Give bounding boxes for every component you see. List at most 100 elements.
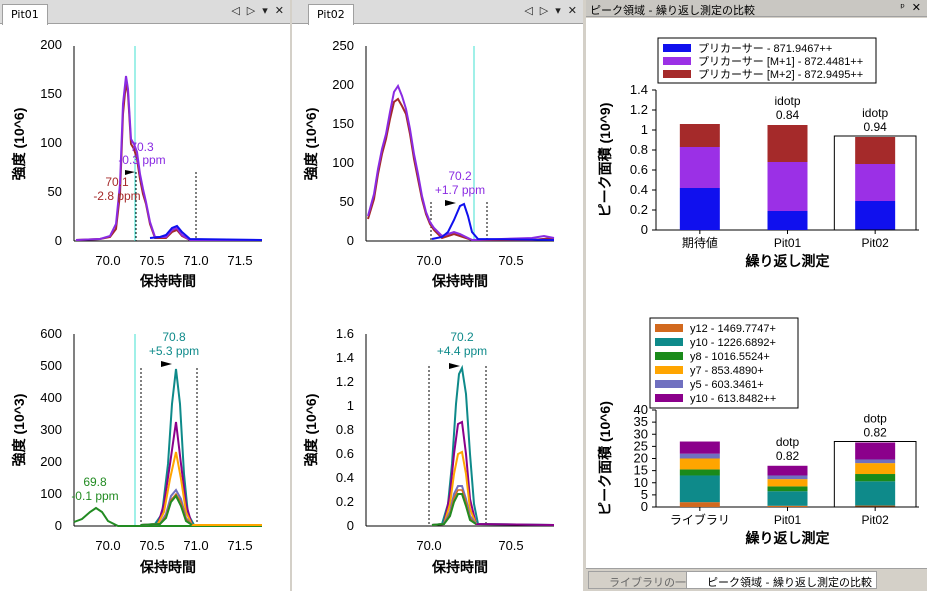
peak-annotation-ppm: +1.7 ppm	[435, 183, 485, 197]
ytick: 0.4	[336, 470, 354, 485]
legend-box	[649, 317, 799, 409]
x-tick-label: Pit02	[861, 236, 889, 250]
tab-pit02[interactable]: Pit02	[308, 4, 354, 25]
ytick: 1.6	[336, 326, 354, 341]
series-line	[140, 421, 262, 526]
x-axis-label: 保持時間	[431, 559, 488, 575]
prev-tab-icon[interactable]: ◁	[524, 4, 533, 17]
close-icon[interactable]: ✕	[567, 4, 577, 17]
peak-annotation-ppm: +5.3 ppm	[149, 344, 199, 358]
ytick: 150	[40, 86, 62, 101]
panel-title: ピーク領域 - 繰り返し測定の比較	[590, 4, 755, 17]
ytick: 0	[55, 233, 62, 248]
xtick: 70.5	[498, 538, 523, 553]
x-tick-label: Pit01	[774, 236, 802, 250]
series-line	[75, 75, 262, 241]
xtick: 70.5	[498, 253, 523, 268]
tab-pit01[interactable]: Pit01	[2, 4, 48, 25]
bar-annotation-label: dotp	[776, 435, 800, 449]
ytick: 50	[340, 194, 354, 209]
bar-segment	[679, 475, 720, 503]
peak-annotation-rt: 70.1	[105, 175, 129, 189]
legend-label: y10 - 1226.6892+	[690, 337, 776, 349]
bar-segment	[767, 211, 808, 230]
legend-swatch	[655, 338, 683, 346]
tab-library-match[interactable]: ライブラリの一致	[588, 571, 702, 589]
bar-segment	[767, 465, 808, 476]
xtick: 71.5	[227, 538, 252, 553]
xtick: 70.5	[139, 253, 164, 268]
series-line	[367, 83, 555, 242]
ytick: 50	[48, 184, 62, 199]
dropdown-icon[interactable]: ▾	[262, 4, 268, 17]
legend-label: プリカーサー [M+1] - 872.4481++	[698, 55, 863, 68]
next-tab-icon[interactable]: ▷	[539, 4, 549, 17]
bar-segment	[679, 502, 720, 507]
legend-swatch	[655, 380, 683, 388]
ytick: 0	[55, 518, 62, 533]
prev-tab-icon[interactable]: ◁	[231, 4, 240, 17]
pit02-top-plot: 0 50 100 150 200 250 70.0 70.5 保持時間 強度 (…	[303, 38, 555, 289]
ytick: 250	[332, 38, 354, 53]
peak-annotation-rt: 70.3	[130, 140, 154, 154]
peak-annotation-ppm: +4.4 ppm	[437, 344, 487, 358]
y-tick-label: 10	[634, 475, 648, 490]
close-icon[interactable]: ✕	[911, 1, 921, 14]
bar-segment	[855, 137, 896, 164]
pit02-chromatograms: 0 50 100 150 200 250 70.0 70.5 保持時間 強度 (…	[303, 38, 555, 575]
series-line	[431, 493, 477, 526]
legend-box	[657, 37, 877, 84]
next-tab-icon[interactable]: ▷	[246, 4, 256, 17]
x-axis-label: 保持時間	[139, 559, 196, 575]
legend-label: プリカーサー [M+2] - 872.9495++	[698, 68, 863, 81]
series-line	[140, 368, 262, 526]
bar-annotation-label: idotp	[862, 106, 888, 120]
y-tick-label: 35	[634, 414, 648, 429]
ytick: 100	[40, 135, 62, 150]
ytick: 200	[40, 37, 62, 52]
pin-icon[interactable]: ᵖ	[900, 1, 905, 14]
precursor-peak-area-chart: 0 0.2 0.4 0.6 0.8 1 1.2 1.4 ピーク面積 (10^9) 繰り返し測定 期待…	[597, 37, 919, 269]
pit02-tab-controls: ◁ ▷ ▾ ✕	[524, 4, 577, 17]
bar-segment	[855, 459, 896, 464]
peak-apex-marker	[449, 363, 460, 369]
y-tick-label: 20	[634, 451, 648, 466]
y-tick-label: 0	[641, 222, 648, 237]
y-tick-label: 5	[641, 487, 648, 502]
bar-annotation-value: 0.94	[863, 120, 887, 134]
bar-segment	[679, 124, 720, 147]
ytick: 200	[332, 77, 354, 92]
pit02-bottom-plot: 0 0.2 0.4 0.6 0.8 1 1.2 1.4 1.6 70.0 70.…	[303, 326, 555, 575]
dropdown-icon[interactable]: ▾	[555, 4, 561, 17]
y-tick-label: 0	[641, 499, 648, 514]
x-axis-label: 保持時間	[139, 273, 196, 289]
right-panel-body: 0 0.2 0.4 0.6 0.8 1 1.2 1.4 ピーク面積 (10^9) 繰り返し測定 期待…	[586, 18, 927, 568]
legend-label: プリカーサー - 871.9467++	[698, 42, 832, 55]
legend-swatch	[655, 324, 683, 332]
y-tick-label: 1.4	[630, 82, 648, 97]
close-icon[interactable]: ✕	[274, 4, 284, 17]
tab-label: ライブラリの一致	[609, 576, 697, 589]
series-line	[431, 202, 555, 241]
series-line	[75, 81, 262, 241]
ytick: 200	[40, 454, 62, 469]
tab-peak-area-replicate[interactable]: ピーク領域 - 繰り返し測定の比較	[686, 571, 877, 589]
series-line	[431, 450, 477, 526]
pit01-tab-controls: ◁ ▷ ▾ ✕	[231, 4, 284, 17]
bar-segment	[855, 201, 896, 230]
x-tick-label: Pit01	[774, 513, 802, 527]
bar-segment	[767, 475, 808, 480]
legend-swatch	[655, 352, 683, 360]
y-axis-label: ピーク面積 (10^9)	[597, 103, 613, 218]
y-tick-label: 1.2	[630, 102, 648, 117]
xtick: 70.0	[95, 538, 120, 553]
bar-segment	[855, 505, 896, 507]
bar-segment	[767, 505, 808, 507]
y-tick-label: 0.6	[630, 162, 648, 177]
xtick: 71.5	[227, 253, 252, 268]
ytick: 0	[347, 233, 354, 248]
legend-swatch	[655, 394, 683, 402]
y-axis-label: 強度 (10^3)	[11, 394, 27, 467]
x-tick-label: 期待値	[682, 235, 718, 250]
peak-area-charts: 0 0.2 0.4 0.6 0.8 1 1.2 1.4 ピーク面積 (10^9) 繰り返し測定 期待…	[597, 37, 919, 546]
